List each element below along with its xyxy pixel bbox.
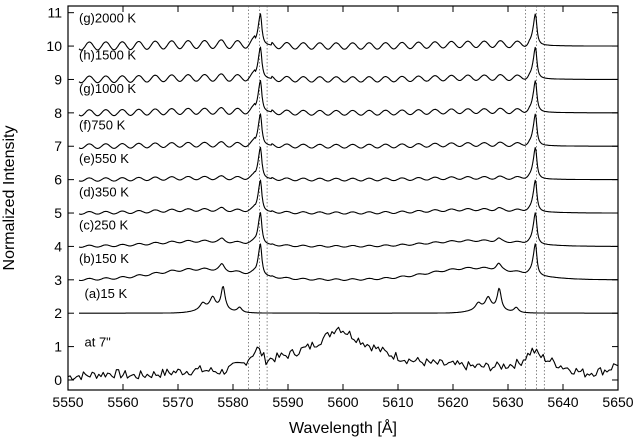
- x-tick-label-7: 5620: [437, 394, 468, 410]
- y-tick-label-4: 4: [54, 238, 62, 254]
- series-label-2: (b)150 K: [79, 251, 129, 266]
- series-label-5: (e)550 K: [79, 151, 129, 166]
- series-label-6: (f)750 K: [79, 118, 126, 133]
- x-tick-label-10: 5650: [602, 394, 633, 410]
- y-tick-label-7: 7: [54, 138, 62, 154]
- y-tick-label-1: 1: [54, 339, 62, 355]
- y-tick-label-8: 8: [54, 105, 62, 121]
- x-tick-label-8: 5630: [492, 394, 523, 410]
- series-line-7: [78, 79, 618, 117]
- series-line-0: [67, 326, 619, 381]
- series-label-3: (c)250 K: [79, 218, 128, 233]
- y-tick-label-9: 9: [54, 71, 62, 87]
- x-tick-label-0: 5550: [52, 394, 83, 410]
- x-tick-label-5: 5600: [327, 394, 358, 410]
- reference-lines: [248, 6, 545, 390]
- x-tick-label-2: 5570: [162, 394, 193, 410]
- y-tick-label-6: 6: [54, 172, 62, 188]
- series-line-5: [78, 146, 618, 182]
- series-line-3: [78, 212, 618, 248]
- series-line-9: [78, 13, 618, 51]
- series-line-6: [78, 113, 618, 150]
- series-line-8: [78, 46, 618, 84]
- y-tick-label-5: 5: [54, 205, 62, 221]
- series-group: at 7" (a)15 K (b)150 K (c)250 K (d)350 K (e)5…: [67, 11, 619, 381]
- series-line-2: [78, 243, 618, 282]
- series-line-4: [78, 179, 618, 215]
- series-label-0: at 7": [85, 335, 112, 350]
- y-axis-title: Normalized Intensity: [1, 126, 18, 271]
- x-tick-label-6: 5610: [382, 394, 413, 410]
- axis-ticks: [67, 6, 619, 390]
- x-tick-label-1: 5560: [107, 394, 138, 410]
- y-tick-label-2: 2: [54, 305, 62, 321]
- x-axis-title: Wavelength [Å]: [289, 418, 397, 437]
- x-tick-label-3: 5580: [217, 394, 248, 410]
- y-tick-label-11: 11: [47, 5, 62, 21]
- y-tick-label-3: 3: [54, 272, 62, 288]
- series-line-1: [79, 286, 618, 314]
- y-tick-label-10: 10: [46, 38, 62, 54]
- series-label-9: (g)2000 K: [79, 11, 136, 26]
- series-label-1: (a)15 K: [85, 286, 128, 301]
- series-label-8: (h)1500 K: [79, 47, 136, 62]
- series-label-7: (g)1000 K: [79, 81, 136, 96]
- plot-frame: [67, 5, 619, 391]
- y-tick-label-0: 0: [54, 372, 62, 388]
- x-tick-label-4: 5590: [272, 394, 303, 410]
- axis-tick-labels: 5550 5560 5570 5580 5590 5600 5610 5620 5630 5640…: [46, 5, 633, 410]
- series-label-4: (d)350 K: [79, 184, 129, 199]
- x-tick-label-9: 5640: [547, 394, 578, 410]
